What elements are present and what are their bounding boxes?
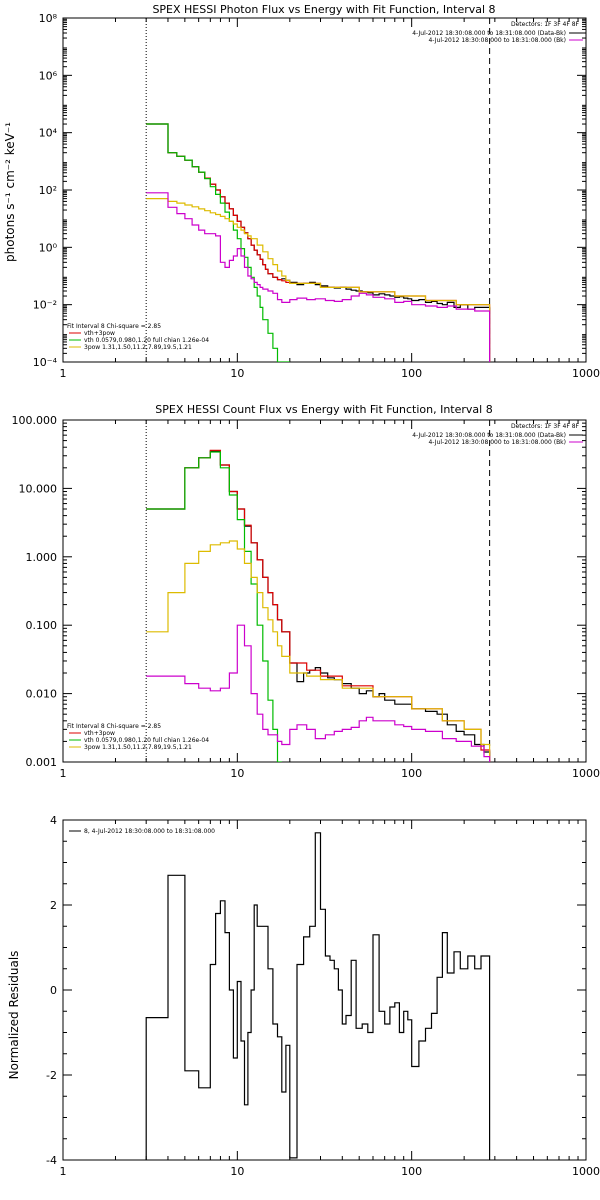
- y-tick-label: 0.001: [26, 756, 58, 769]
- y-tick-label: 2: [50, 899, 57, 912]
- y-tick-label: 4: [50, 814, 57, 827]
- series-line: [146, 449, 491, 762]
- legend-entry-label: 4-Jul-2012 18:30:08.000 to 18:31:08.000 …: [428, 439, 566, 446]
- series-line: [146, 450, 491, 762]
- y-tick-label: 10.000: [19, 482, 58, 495]
- legend-detectors: Detectors: 1F 3F 4F 8F: [511, 21, 580, 28]
- plot-frame: [62, 17, 587, 363]
- series-line: [146, 123, 491, 362]
- y-tick-label: 100.000: [12, 414, 58, 427]
- photon-flux-ylabel: photons s⁻¹ cm⁻² keV⁻¹: [3, 122, 17, 262]
- y-tick-label: 0: [50, 984, 57, 997]
- series-line: [146, 540, 491, 762]
- legend-entry-label: 3pow 1.31,1.50,11.2,7.89,19.5,1.21: [84, 344, 192, 351]
- photon-flux-title: SPEX HESSI Photon Flux vs Energy with Fi…: [152, 3, 495, 16]
- legend-entry-label: vth+3pow: [84, 730, 115, 737]
- y-tick-label: 10²: [39, 184, 57, 197]
- x-tick-label: 10: [230, 767, 244, 780]
- legend-fit-header: Fit Interval 8 Chi-square = 2.85: [67, 323, 161, 330]
- series-group: [145, 832, 491, 1160]
- plot-frame: [62, 419, 587, 763]
- legend-entry-label: vth 0.0579,0.980,1.20 full chian 1.26e-0…: [84, 337, 209, 344]
- y-tick-label: 10⁻²: [33, 299, 57, 312]
- residuals-ylabel: Normalized Residuals: [7, 951, 21, 1080]
- count-flux-panel: SPEX HESSI Count Flux vs Energy with Fit…: [12, 403, 600, 780]
- series-line: [146, 192, 491, 362]
- y-tick-label: 10⁻⁴: [33, 356, 58, 369]
- legend-detectors: Detectors: 1F 3F 4F 8F: [511, 423, 580, 430]
- series-line: [145, 832, 491, 1160]
- legend-entry-label: vth+3pow: [84, 330, 115, 337]
- legend-entry-label: 4-Jul-2012 18:30:08.000 to 18:31:08.000 …: [412, 30, 566, 37]
- y-tick-label: 0.010: [26, 688, 58, 701]
- x-tick-label: 1: [60, 1165, 67, 1178]
- x-tick-label: 1000: [572, 767, 600, 780]
- photon-flux-panel: SPEX HESSI Photon Flux vs Energy with Fi…: [3, 3, 600, 380]
- y-tick-label: 10⁸: [39, 12, 58, 25]
- x-tick-label: 1: [60, 767, 67, 780]
- x-tick-label: 100: [401, 367, 422, 380]
- y-tick-label: 10⁴: [39, 127, 58, 140]
- legend-entry-label: 3pow 1.31,1.50,11.2,7.89,19.5,1.21: [84, 744, 192, 751]
- y-tick-label: 10⁶: [39, 69, 58, 82]
- series-group: [146, 449, 491, 762]
- plot-frame: [62, 819, 587, 1161]
- legend-fit-header: Fit Interval 8 Chi-square = 2.85: [67, 723, 161, 730]
- y-tick-label: 0.100: [26, 619, 58, 632]
- x-tick-label: 100: [401, 1165, 422, 1178]
- legend-entry-label: 4-Jul-2012 18:30:08.000 to 18:31:08.000 …: [428, 37, 566, 44]
- legend-entry-label: 8, 4-Jul-2012 18:30:08.000 to 18:31:08.0…: [84, 828, 215, 835]
- count-flux-title: SPEX HESSI Count Flux vs Energy with Fit…: [155, 403, 492, 416]
- series-line: [146, 198, 491, 362]
- y-tick-label: -2: [46, 1069, 57, 1082]
- x-tick-label: 1000: [572, 1165, 600, 1178]
- y-tick-label: -4: [46, 1154, 57, 1167]
- y-tick-label: 10⁰: [39, 241, 58, 254]
- x-tick-label: 100: [401, 767, 422, 780]
- legend-entry-label: 4-Jul-2012 18:30:08.000 to 18:31:08.000 …: [412, 432, 566, 439]
- x-tick-label: 1: [60, 367, 67, 380]
- x-tick-label: 10: [230, 1165, 244, 1178]
- residuals-panel: Normalized Residuals 1 10 100 1000 -4 -2 0 2 4 8,…: [7, 814, 600, 1178]
- series-line: [146, 451, 282, 762]
- x-tick-label: 10: [230, 367, 244, 380]
- x-tick-label: 1000: [572, 367, 600, 380]
- series-line: [146, 123, 290, 362]
- legend-entry-label: vth 0.0579,0.980,1.20 full chian 1.26e-0…: [84, 737, 209, 744]
- series-line: [146, 123, 491, 362]
- series-line: [146, 624, 491, 762]
- series-group: [146, 123, 491, 362]
- y-tick-label: 1.000: [26, 551, 58, 564]
